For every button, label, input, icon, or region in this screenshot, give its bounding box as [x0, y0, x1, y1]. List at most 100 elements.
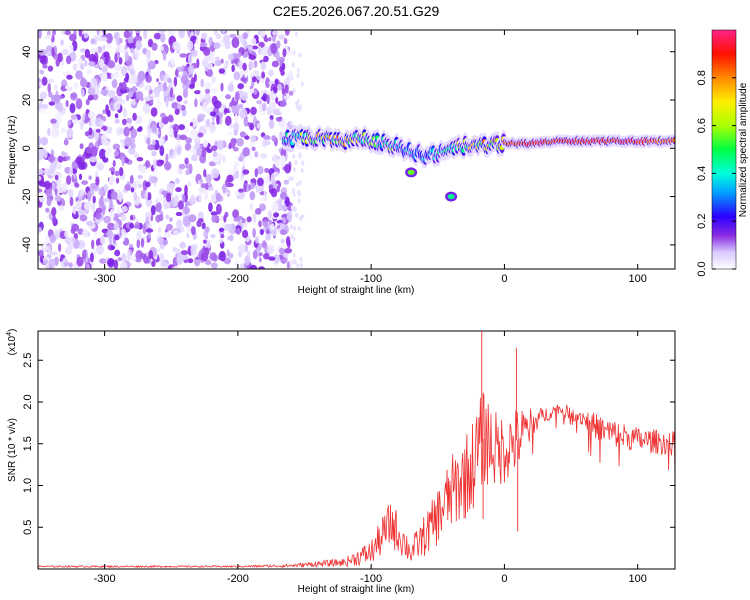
noise-cell — [204, 247, 210, 256]
noise-cell — [88, 53, 96, 63]
noise-cell — [129, 214, 134, 221]
noise-cell — [69, 166, 73, 176]
noise-cell — [47, 127, 51, 136]
noise-cell — [236, 194, 244, 200]
noise-cell — [260, 30, 266, 38]
noise-cell — [290, 233, 294, 239]
noise-cell — [118, 57, 123, 65]
noise-cell — [84, 131, 90, 137]
noise-cell — [89, 182, 98, 190]
noise-cell — [94, 47, 99, 53]
noise-cell — [226, 174, 234, 183]
noise-cell — [249, 88, 255, 94]
y-tick-label: 1.0 — [22, 478, 34, 493]
noise-cell — [292, 236, 296, 242]
noise-cell — [270, 188, 278, 198]
noise-cell — [248, 184, 252, 191]
noise-cell — [64, 30, 71, 36]
noise-cell — [299, 215, 303, 221]
noise-cell — [270, 173, 275, 184]
noise-cell — [71, 237, 76, 244]
noise-cell — [248, 54, 256, 60]
noise-cell — [297, 226, 301, 232]
noise-cell — [292, 225, 296, 231]
noise-cell — [40, 54, 47, 65]
noise-cell — [211, 114, 215, 123]
noise-cell — [139, 96, 144, 102]
noise-cell — [226, 249, 230, 257]
noise-cell — [206, 62, 213, 69]
noise-cell — [261, 195, 266, 202]
noise-cell — [277, 198, 283, 204]
noise-cell — [272, 35, 276, 42]
noise-cell — [115, 177, 120, 184]
noise-cell — [128, 147, 136, 155]
noise-cell — [222, 183, 227, 194]
noise-cell — [223, 258, 232, 264]
noise-cell — [90, 38, 96, 45]
noise-cell — [135, 40, 142, 51]
noise-cell — [187, 180, 192, 187]
noise-cell — [186, 232, 190, 239]
noise-cell — [217, 139, 224, 151]
noise-cell — [158, 159, 165, 165]
noise-cell — [99, 36, 108, 42]
noise-cell — [136, 238, 141, 249]
noise-cell — [79, 48, 87, 53]
noise-cell — [110, 191, 118, 200]
noise-cell — [272, 30, 279, 36]
noise-cell — [262, 220, 269, 227]
noise-cell — [272, 108, 280, 116]
colorbar-tick-label: 0.0 — [696, 261, 708, 276]
noise-cell — [174, 108, 180, 115]
noise-cell — [237, 83, 244, 90]
noise-cell — [75, 98, 83, 110]
noise-cell — [158, 137, 164, 148]
noise-cell — [270, 42, 278, 54]
noise-cell — [64, 137, 68, 146]
noise-cell — [208, 202, 213, 213]
noise-cell — [240, 77, 247, 82]
noise-cell — [191, 226, 196, 236]
noise-cell — [112, 160, 116, 168]
noise-cell — [284, 163, 292, 174]
noise-cell — [104, 150, 109, 159]
noise-cell — [128, 42, 136, 50]
noise-cell — [73, 82, 79, 90]
noise-cell — [142, 103, 151, 114]
noise-cell — [208, 161, 217, 167]
noise-cell — [199, 179, 204, 184]
colorbar-frame — [711, 29, 737, 270]
noise-cell — [235, 170, 239, 179]
noise-cell — [79, 78, 88, 88]
noise-cell — [202, 101, 208, 113]
noise-cell — [201, 32, 208, 40]
noise-cell — [197, 113, 206, 119]
noise-cell — [179, 241, 186, 249]
noise-cell — [165, 223, 173, 231]
noise-cell — [96, 244, 105, 255]
x-tick-label: 0 — [501, 273, 507, 285]
noise-cell — [262, 89, 268, 95]
noise-cell — [211, 214, 218, 223]
snr-background — [38, 331, 675, 569]
noise-cell — [173, 76, 178, 87]
noise-cell — [106, 229, 114, 239]
noise-cell — [221, 30, 226, 34]
noise-cell — [294, 31, 298, 37]
noise-cell — [100, 129, 104, 135]
noise-cell — [164, 161, 172, 171]
noise-cell — [129, 175, 134, 184]
noise-cell — [68, 262, 73, 268]
noise-cell — [83, 201, 92, 210]
noise-cell — [150, 107, 158, 117]
x-tick-label: 0 — [501, 573, 507, 585]
noise-cell — [284, 30, 290, 36]
noise-cell — [121, 155, 125, 166]
noise-cell — [242, 229, 249, 239]
noise-cell — [233, 129, 238, 136]
noise-cell — [112, 73, 118, 79]
noise-cell — [63, 261, 70, 267]
noise-cell — [71, 223, 80, 232]
noise-cell — [48, 91, 53, 98]
